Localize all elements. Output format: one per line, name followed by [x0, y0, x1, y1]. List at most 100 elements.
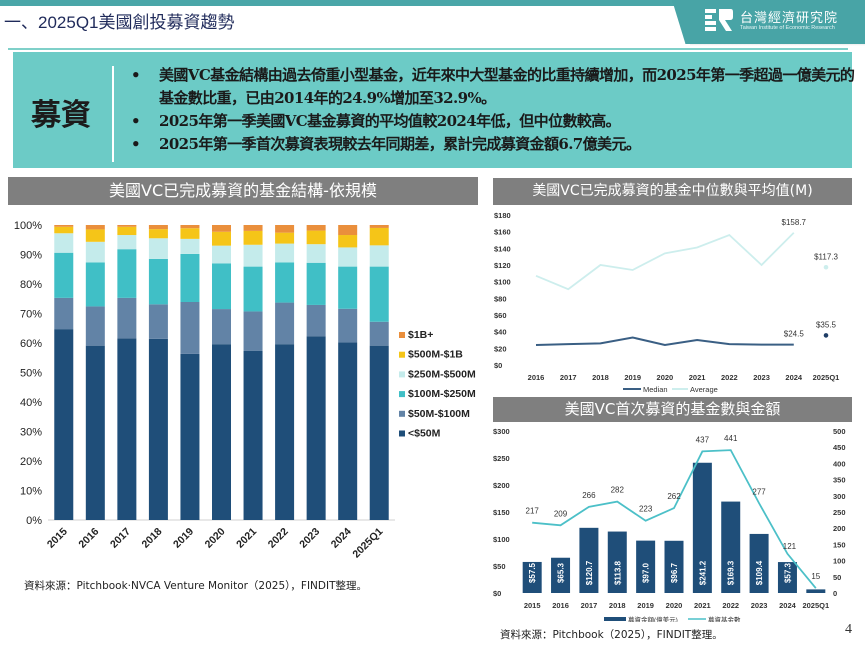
- y-tick-label: $180: [494, 211, 511, 220]
- bar-segment: [275, 344, 295, 520]
- bullet-icon: •: [131, 135, 141, 153]
- bar-segment: [275, 243, 295, 263]
- bar-value-label: $96.7: [670, 562, 679, 583]
- y-tick-label: $20: [494, 344, 507, 353]
- median-average-line-chart: $0 $20 $40 $60 $80 $100 $120 $140 $160 $180 2016 20…: [494, 211, 840, 394]
- y-tick-label: 40%: [20, 397, 42, 409]
- summary-bullets: • 美國VC基金結構由過去倚重小型基金，近年來中大型基金的比重持續增加，而2025…: [131, 64, 859, 156]
- bar-segment: [369, 266, 389, 322]
- y-tick-label: 20%: [20, 456, 42, 468]
- x-tick-label: 2021: [694, 601, 711, 610]
- chart3-source: 資料來源：Pitchbook（2025），FINDIT整理。: [500, 629, 723, 641]
- y-tick-label: 10%: [20, 486, 42, 498]
- series-line-median: [535, 336, 794, 347]
- legend-label: $250M-$500M: [408, 368, 476, 380]
- bar-value-label: $241.2: [698, 560, 707, 585]
- y2-tick-label: 50: [833, 573, 841, 582]
- legend-swatch: [604, 617, 626, 621]
- x-tick-label: 2023: [297, 526, 322, 551]
- bar-segment: [243, 266, 263, 312]
- y-tick-label: 70%: [20, 309, 42, 321]
- bar-segment: [180, 228, 200, 239]
- page-number: 4: [845, 622, 852, 637]
- x-tick-label: 2025Q1: [813, 373, 840, 382]
- y2-tick-label: 0: [833, 589, 837, 598]
- bar-segment: [275, 302, 295, 345]
- x-tick-label: 2019: [624, 373, 641, 382]
- bar-segment: [212, 309, 231, 345]
- x-tick-label: 2016: [528, 373, 545, 382]
- y-tick-label: $200: [493, 481, 510, 490]
- legend-swatch: [399, 371, 405, 378]
- x-tick-label: 2017: [560, 373, 577, 382]
- legend-label: $1B+: [408, 329, 433, 341]
- x-tick-label: 2021: [689, 373, 706, 382]
- y2-tick-label: 350: [833, 476, 846, 485]
- bar-segment: [85, 306, 105, 346]
- bar-segment: [306, 244, 326, 263]
- line-value-label: 223: [639, 505, 653, 514]
- bar-value-label: $57.3: [783, 562, 792, 583]
- y2-tick-label: 300: [833, 492, 846, 501]
- x-tick-label: 2018: [592, 373, 609, 382]
- bar: [664, 540, 684, 593]
- x-tick-label: 2023: [751, 601, 768, 610]
- bar-segment: [148, 258, 168, 305]
- x-tick-label: 2019: [637, 601, 654, 610]
- bar-segment: [85, 241, 105, 263]
- bar-segment: [148, 225, 168, 230]
- x-tick-label: 2024: [779, 601, 797, 610]
- bar-segment: [85, 262, 105, 307]
- x-tick-label: 2017: [108, 526, 133, 551]
- logo-banner: [672, 0, 865, 44]
- bar-segment: [117, 297, 137, 339]
- bar: [579, 527, 599, 593]
- top-accent-bar: [0, 0, 865, 6]
- legend-label: 募資金額(億美元): [628, 615, 678, 622]
- y-tick-label: $160: [494, 228, 511, 237]
- logo-english-name: Taiwan Institute of Economic Research: [740, 25, 835, 31]
- x-tick-label: 2022: [721, 373, 738, 382]
- bar-segment: [306, 230, 326, 245]
- series-line-average: [535, 232, 795, 291]
- bar-segment: [275, 225, 295, 233]
- x-tick-label: 2015: [45, 526, 70, 551]
- bar-segment: [275, 262, 295, 303]
- x-tick-label: 2015: [524, 601, 541, 610]
- bar-segment: [54, 252, 74, 298]
- bar-segment: [54, 233, 74, 253]
- chart1-source: 資料來源：Pitchbook‧NVCA Venture Monitor（2025…: [24, 580, 367, 592]
- legend-label: $500M-$1B: [408, 349, 463, 361]
- bar-segment: [306, 225, 326, 231]
- y-tick-label: $40: [494, 328, 507, 337]
- x-tick-label: 2017: [581, 601, 598, 610]
- data-label: $35.5: [816, 320, 837, 329]
- x-tick-label: 2016: [76, 526, 101, 551]
- bar-value-label: $97.0: [642, 562, 651, 583]
- bar: [522, 561, 542, 593]
- bar-segment: [306, 262, 326, 305]
- y-tick-label: $120: [494, 261, 511, 270]
- bar-segment: [85, 345, 105, 520]
- line-value-label: 209: [554, 509, 568, 518]
- bar-segment: [148, 304, 168, 339]
- bar-segment: [306, 336, 326, 520]
- y-tick-label: $100: [494, 278, 511, 287]
- line-value-label: 277: [752, 487, 766, 496]
- bar-segment: [117, 338, 137, 520]
- bar-segment: [338, 225, 358, 236]
- bar-segment: [212, 245, 231, 264]
- bar-segment: [117, 226, 137, 236]
- x-tick-label: 2019: [171, 526, 196, 551]
- line-value-label: 121: [783, 542, 797, 551]
- bar-segment: [148, 229, 168, 239]
- bar-segment: [54, 329, 74, 520]
- tier-logo-icon: [705, 9, 733, 31]
- legend-swatch: [399, 351, 405, 358]
- bar: [777, 562, 797, 593]
- bar-value-label: $169.3: [727, 560, 736, 585]
- bar-segment: [54, 297, 74, 330]
- data-label: $24.5: [784, 330, 805, 339]
- legend-swatch: [399, 332, 405, 338]
- data-point: [823, 333, 829, 338]
